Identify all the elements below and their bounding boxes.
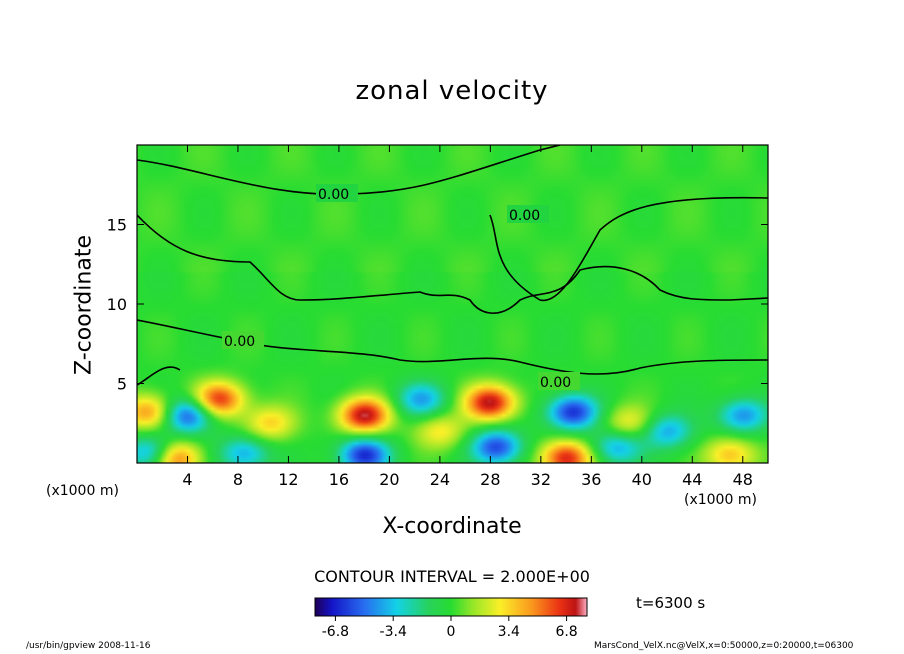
colorbar-tick-label: -3.4 <box>380 624 407 640</box>
x-tick-label: 4 <box>182 470 192 489</box>
x-tick-label: 32 <box>531 470 551 489</box>
heatmap-field <box>137 145 768 463</box>
x-tick-label: 40 <box>632 470 652 489</box>
contour-label: 0.00 <box>224 334 255 350</box>
y-tick-label: 10 <box>107 295 127 314</box>
x-tick-label: 8 <box>233 470 243 489</box>
colorbar-tick-label: 6.8 <box>555 624 577 640</box>
x-tick-label: 24 <box>430 470 450 489</box>
x-tick-label: 36 <box>581 470 601 489</box>
footer-file-info: MarsCond_VelX.nc@VelX,x=0:50000,z=0:2000… <box>594 641 854 651</box>
time-label: t=6300 s <box>636 594 706 612</box>
chart-title: zonal velocity <box>355 76 549 106</box>
contour-label: 0.00 <box>509 208 540 224</box>
contour-label: 0.00 <box>540 375 571 391</box>
y-axis-ticks: 5 10 15 <box>107 216 768 394</box>
x-axis-unit-left: (x1000 m) <box>46 483 119 499</box>
x-tick-label: 48 <box>733 470 753 489</box>
x-tick-label: 44 <box>682 470 702 489</box>
x-tick-label: 28 <box>480 470 500 489</box>
contour-labels: 0.00 0.00 0.00 0.00 <box>222 184 580 391</box>
colorbar-tick-label: -6.8 <box>322 624 349 640</box>
x-tick-label: 16 <box>329 470 349 489</box>
contour-label: 0.00 <box>318 187 349 203</box>
colorbar-tick-label: 0 <box>447 624 456 640</box>
x-tick-label: 20 <box>379 470 399 489</box>
colorbar-tick-label: 3.4 <box>498 624 520 640</box>
contour-interval-label: CONTOUR INTERVAL = 2.000E+00 <box>314 567 590 586</box>
colorbar: -6.8 -3.4 0 3.4 6.8 <box>314 597 588 640</box>
x-axis-label: X-coordinate <box>382 514 522 539</box>
y-tick-label: 5 <box>117 375 127 394</box>
x-axis-unit-right: (x1000 m) <box>684 492 757 508</box>
footer-program-info: /usr/bin/gpview 2008-11-16 <box>26 641 151 651</box>
x-tick-label: 12 <box>278 470 298 489</box>
y-axis-label: Z-coordinate <box>71 235 97 375</box>
y-tick-label: 15 <box>107 216 127 235</box>
x-axis-ticks: 4 8 12 16 20 24 28 32 36 40 44 48 <box>182 145 753 489</box>
